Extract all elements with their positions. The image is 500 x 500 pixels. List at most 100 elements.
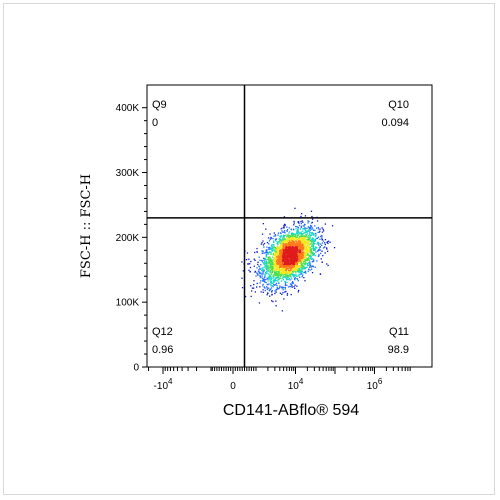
event-dot [289,235,291,237]
event-dot [295,258,297,260]
event-dot [307,263,309,265]
event-dot [279,262,281,264]
event-dot [286,281,288,283]
event-dot [280,272,282,274]
y-tick-label: 0 [133,363,139,374]
event-dot [266,249,268,251]
event-dot [264,259,266,261]
event-dot [283,227,285,229]
event-dot [296,278,299,280]
event-dot [258,266,261,268]
event-dot [311,215,313,218]
event-dot [280,261,282,264]
event-dot [311,226,313,229]
event-dot [293,258,295,261]
event-dot [266,269,268,271]
event-dot [260,291,262,293]
event-dot [321,237,323,239]
event-dot [285,278,287,280]
event-dot [269,264,271,266]
event-dot [292,282,294,284]
event-dot [288,271,291,273]
event-dot [268,283,270,285]
event-dot [309,236,311,238]
event-dot [296,251,298,253]
event-dot [261,252,263,255]
event-dot [262,266,264,269]
event-dot [278,237,281,240]
event-dot [299,244,302,246]
event-dot [283,253,285,256]
event-dot [285,276,288,278]
event-dot [285,259,287,262]
event-dot [310,254,312,256]
event-dot [324,239,327,241]
event-dot [293,263,295,265]
event-dot [279,286,281,289]
event-dot [270,245,273,247]
event-dot [279,247,281,249]
event-dot [273,275,275,277]
event-dot [308,268,310,270]
event-dot [273,262,275,264]
event-dot [306,244,309,246]
event-dot [317,231,319,233]
event-dot [308,258,310,260]
event-dot [287,256,289,259]
event-dot [248,263,250,265]
event-dot [297,252,299,254]
event-dot [294,249,296,252]
event-dot [278,270,281,272]
event-dot [280,245,282,247]
event-dot [308,248,310,250]
event-dot [307,235,310,237]
event-dot [274,271,276,274]
event-dot [271,260,273,262]
event-dot [302,266,304,268]
event-dot [293,260,295,262]
event-dot [305,253,308,255]
event-dot [279,285,281,287]
event-dot [304,259,306,262]
event-dot [291,269,293,271]
event-dot [309,227,311,230]
event-dot [327,264,329,267]
event-dot [295,268,297,270]
event-dot [282,246,284,248]
event-dot [256,286,258,288]
event-dot [265,271,267,274]
event-dot [268,256,270,258]
event-dot [273,281,275,283]
event-dot [253,283,255,286]
event-dot [281,268,283,270]
event-dot [280,251,282,253]
event-dot [279,254,281,256]
event-dot [295,266,297,268]
event-dot [282,265,285,267]
event-dot [299,236,302,238]
event-dot [254,271,256,273]
event-dot [276,276,278,278]
event-dot [293,266,295,268]
event-dot [296,250,298,252]
event-dot [262,283,264,286]
event-dot [286,226,288,228]
event-dot [277,276,279,279]
event-dot [274,280,276,282]
event-dot [285,271,288,273]
event-dot [271,263,273,266]
event-dot [301,276,303,278]
event-dot [301,220,303,222]
event-dot [296,263,298,265]
event-dot [283,257,285,259]
event-dot [274,268,276,270]
event-dot [290,253,292,255]
event-dot [261,273,263,275]
event-dot [241,287,244,289]
event-dot [280,275,282,277]
event-dot [298,222,300,224]
event-dot [301,260,304,262]
event-dot [292,262,295,264]
event-dot [263,259,265,261]
event-dot [292,244,294,246]
